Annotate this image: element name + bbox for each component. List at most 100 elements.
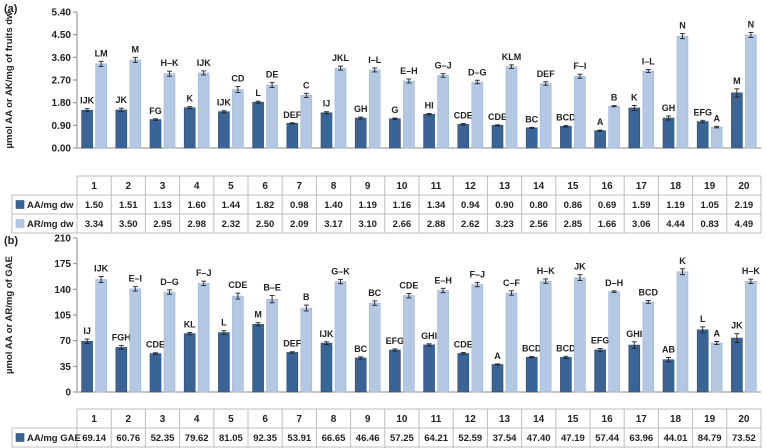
significance-letter: FG [149,106,162,116]
x-tick-label: 2 [126,181,132,192]
bar [642,70,655,149]
table-value: 1.82 [256,200,275,211]
x-tick-label: 9 [365,414,371,425]
bar [403,80,415,149]
bar [574,75,586,149]
x-tick-label: 6 [262,181,268,192]
x-tick-label: 10 [396,181,408,192]
legend-label: AR/mg dw [27,219,74,230]
x-tick-label: 7 [297,181,303,192]
bar [252,323,264,393]
table-value: 52.35 [151,433,175,444]
table-value: 2.98 [187,219,206,230]
x-tick-label: 11 [431,181,442,192]
table-value: 1.34 [427,200,446,211]
table-value: 2.32 [222,219,241,230]
bar [560,126,572,149]
significance-letter: KLM [502,52,522,62]
bar [696,121,709,149]
x-tick-label: 13 [499,414,511,425]
significance-letter: A [597,117,604,127]
table-value: 46.46 [356,433,380,444]
table-value: 2.95 [153,219,172,230]
panel-label: (b) [4,235,18,247]
bar [218,332,230,393]
y-tick-label: 3.60 [52,53,72,64]
bar [286,123,299,149]
significance-letter: CD [231,74,244,84]
bar [300,95,313,149]
bar [183,333,196,393]
significance-letter: HI [425,100,434,110]
significance-letter: A [494,351,501,361]
significance-letter: BC [368,288,381,298]
table-value: 2.09 [290,219,309,230]
bar [81,340,93,393]
bar [525,356,538,393]
table-value: 44.01 [664,433,688,444]
bar [354,357,367,393]
table-value: 1.59 [632,200,651,211]
bar [676,271,689,393]
x-tick-label: 8 [331,181,337,192]
table-value: 3.50 [119,219,138,230]
x-tick-label: 2 [126,414,132,425]
bar [745,34,757,149]
bar [149,119,162,149]
bar [505,292,518,393]
y-tick-label: 0.90 [52,121,72,132]
x-tick-label: 15 [567,414,579,425]
significance-letter: BCD [556,343,576,353]
significance-letter: IJK [217,98,232,108]
table-value: 79.62 [185,433,209,444]
significance-letter: K [679,256,686,266]
bar [560,357,572,393]
significance-letter: K [186,94,193,104]
table-value: 4.49 [735,219,754,230]
table-value: 2.85 [564,219,583,230]
significance-letter: CDE [399,280,418,290]
significance-letter: B–E [263,282,281,292]
bar [539,83,552,149]
bar [457,124,470,149]
significance-letter: B [303,292,310,302]
bar [662,359,675,393]
y-tick-label: 70 [60,336,72,347]
table-value: 2.88 [427,219,446,230]
bar [594,349,606,393]
significance-letter: D–G [160,277,179,287]
table-value: 0.94 [461,200,480,211]
bar [710,342,723,393]
y-tick-label: 105 [54,311,71,322]
bar [320,112,333,149]
bar [368,302,381,393]
x-tick-label: 16 [602,181,614,192]
x-tick-label: 3 [160,181,166,192]
table-value: 0.69 [598,200,617,211]
bar [129,288,142,393]
table-value: 1.40 [324,200,343,211]
bar [149,353,162,393]
table-value: 64.21 [424,433,448,444]
significance-letter: GH [662,103,676,113]
bar [334,281,347,393]
significance-letter: D–G [468,67,487,77]
table-value: 1.19 [666,200,685,211]
bar [300,307,313,393]
bar [525,127,538,149]
bar [286,352,299,393]
significance-letter: G [391,105,398,115]
y-tick-label: 5.40 [52,8,72,19]
bar [163,291,176,393]
table-value: 0.86 [564,200,583,211]
table-value: 1.60 [187,200,206,211]
y-tick-label: 0 [65,388,71,399]
legend-swatch [15,219,25,228]
bar [115,347,128,393]
significance-letter: CDE [454,340,473,350]
bar [457,353,470,393]
bar [368,69,381,149]
bar [320,342,333,393]
table-value: 3.34 [85,219,104,230]
